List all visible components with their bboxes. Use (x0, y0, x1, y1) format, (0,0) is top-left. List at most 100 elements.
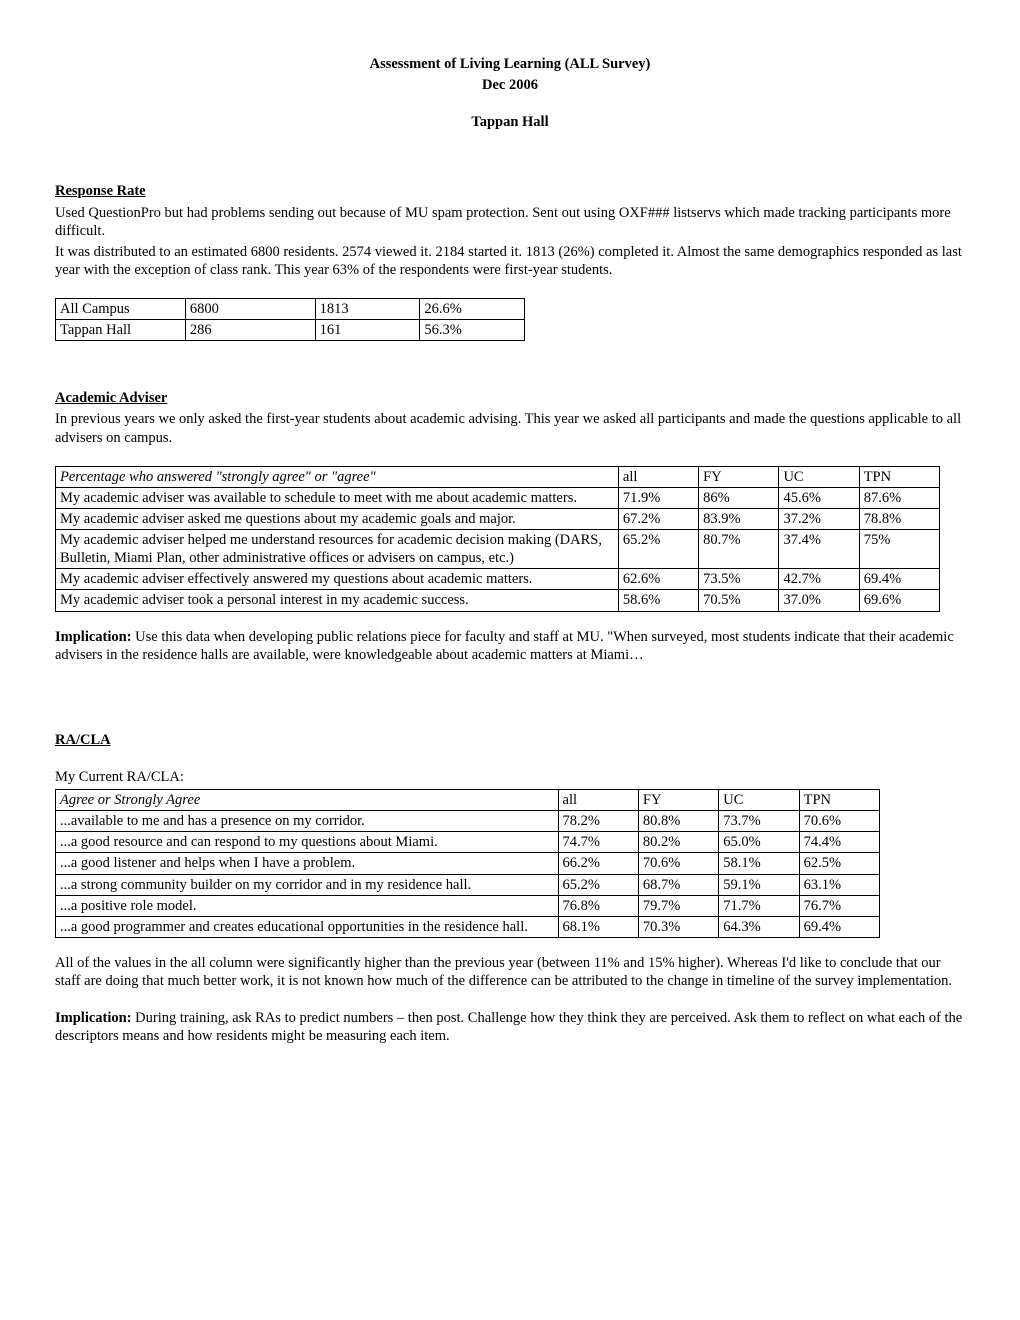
implication-label: Implication: (55, 1010, 132, 1026)
response-rate-para1: Used QuestionPro but had problems sendin… (55, 204, 965, 240)
cell: 69.4% (859, 569, 939, 590)
academic-adviser-heading: Academic Adviser (55, 389, 965, 407)
cell: ...a strong community builder on my corr… (56, 874, 559, 895)
table-header-row: Agree or Strongly Agree all FY UC TPN (56, 790, 880, 811)
cell: 80.2% (638, 832, 718, 853)
cell: 78.2% (558, 811, 638, 832)
cell: My academic adviser helped me understand… (56, 530, 619, 569)
cell: 87.6% (859, 487, 939, 508)
table-row: ...a positive role model. 76.8% 79.7% 71… (56, 895, 880, 916)
ra-cla-table: Agree or Strongly Agree all FY UC TPN ..… (55, 789, 880, 938)
academic-adviser-implication: Implication: Use this data when developi… (55, 628, 965, 664)
cell: 66.2% (558, 853, 638, 874)
response-rate-table: All Campus 6800 1813 26.6% Tappan Hall 2… (55, 298, 525, 341)
header-cell: FY (638, 790, 718, 811)
cell: My academic adviser took a personal inte… (56, 590, 619, 611)
doc-subtitle: Tappan Hall (55, 113, 965, 131)
cell: 68.1% (558, 916, 638, 937)
cell: 6800 (185, 299, 315, 320)
cell: 71.7% (719, 895, 799, 916)
cell: 37.0% (779, 590, 859, 611)
ra-cla-lead: My Current RA/CLA: (55, 768, 965, 786)
header-cell: TPN (859, 466, 939, 487)
cell: ...available to me and has a presence on… (56, 811, 559, 832)
cell: 42.7% (779, 569, 859, 590)
cell: 65.0% (719, 832, 799, 853)
cell: 1813 (315, 299, 420, 320)
header-cell: UC (719, 790, 799, 811)
cell: 26.6% (420, 299, 525, 320)
cell: 70.6% (799, 811, 879, 832)
table-row: ...a good programmer and creates educati… (56, 916, 880, 937)
cell: 76.8% (558, 895, 638, 916)
cell: 73.7% (719, 811, 799, 832)
cell: 65.2% (618, 530, 698, 569)
cell: 83.9% (699, 508, 779, 529)
cell: 78.8% (859, 508, 939, 529)
cell: 86% (699, 487, 779, 508)
table-row: ...available to me and has a presence on… (56, 811, 880, 832)
doc-title-line1: Assessment of Living Learning (ALL Surve… (55, 55, 965, 73)
cell: My academic adviser effectively answered… (56, 569, 619, 590)
cell: 161 (315, 320, 420, 341)
table-row: All Campus 6800 1813 26.6% (56, 299, 525, 320)
cell: 70.3% (638, 916, 718, 937)
cell: My academic adviser was available to sch… (56, 487, 619, 508)
header-cell: all (618, 466, 698, 487)
ra-cla-para-after: All of the values in the all column were… (55, 954, 965, 990)
table-row: Tappan Hall 286 161 56.3% (56, 320, 525, 341)
cell: 76.7% (799, 895, 879, 916)
response-rate-para2: It was distributed to an estimated 6800 … (55, 243, 965, 279)
table-row: My academic adviser helped me understand… (56, 530, 940, 569)
ra-cla-implication: Implication: During training, ask RAs to… (55, 1009, 965, 1045)
doc-title-line2: Dec 2006 (55, 76, 965, 94)
cell: 63.1% (799, 874, 879, 895)
table-row: My academic adviser asked me questions a… (56, 508, 940, 529)
cell: 67.2% (618, 508, 698, 529)
table-row: ...a strong community builder on my corr… (56, 874, 880, 895)
cell: 58.1% (719, 853, 799, 874)
cell: 59.1% (719, 874, 799, 895)
table-row: My academic adviser took a personal inte… (56, 590, 940, 611)
cell: 62.6% (618, 569, 698, 590)
cell: 68.7% (638, 874, 718, 895)
cell: All Campus (56, 299, 186, 320)
cell: 69.4% (799, 916, 879, 937)
table-row: ...a good resource and can respond to my… (56, 832, 880, 853)
cell: ...a good listener and helps when I have… (56, 853, 559, 874)
header-cell: FY (699, 466, 779, 487)
cell: 37.4% (779, 530, 859, 569)
cell: 37.2% (779, 508, 859, 529)
cell: 64.3% (719, 916, 799, 937)
implication-text: During training, ask RAs to predict numb… (55, 1010, 962, 1044)
cell: 73.5% (699, 569, 779, 590)
cell: 56.3% (420, 320, 525, 341)
cell: My academic adviser asked me questions a… (56, 508, 619, 529)
table-row: My academic adviser was available to sch… (56, 487, 940, 508)
ra-cla-heading: RA/CLA (55, 731, 965, 749)
header-cell: UC (779, 466, 859, 487)
cell: 58.6% (618, 590, 698, 611)
header-cell: Agree or Strongly Agree (56, 790, 559, 811)
cell: 286 (185, 320, 315, 341)
implication-text: Use this data when developing public rel… (55, 629, 954, 663)
cell: 70.6% (638, 853, 718, 874)
cell: ...a good resource and can respond to my… (56, 832, 559, 853)
cell: 65.2% (558, 874, 638, 895)
academic-adviser-intro: In previous years we only asked the firs… (55, 410, 965, 446)
table-row: My academic adviser effectively answered… (56, 569, 940, 590)
cell: 74.7% (558, 832, 638, 853)
cell: 62.5% (799, 853, 879, 874)
cell: ...a good programmer and creates educati… (56, 916, 559, 937)
table-row: ...a good listener and helps when I have… (56, 853, 880, 874)
cell: 80.7% (699, 530, 779, 569)
header-cell: all (558, 790, 638, 811)
cell: 45.6% (779, 487, 859, 508)
table-header-row: Percentage who answered "strongly agree"… (56, 466, 940, 487)
cell: 74.4% (799, 832, 879, 853)
header-cell: TPN (799, 790, 879, 811)
cell: 69.6% (859, 590, 939, 611)
header-cell: Percentage who answered "strongly agree"… (56, 466, 619, 487)
implication-label: Implication: (55, 629, 132, 645)
cell: 71.9% (618, 487, 698, 508)
